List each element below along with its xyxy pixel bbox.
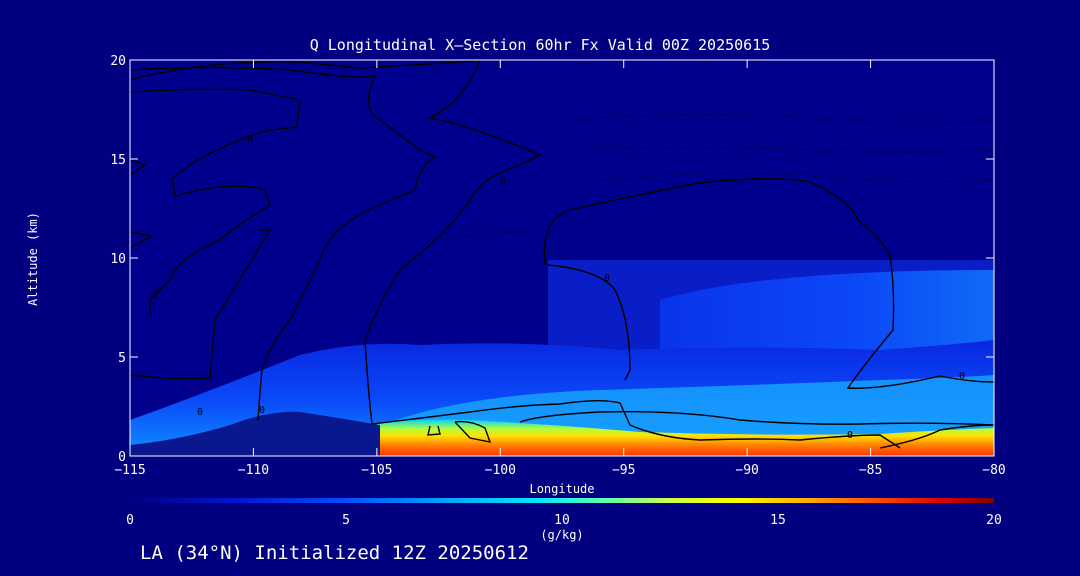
contour-line <box>879 424 994 449</box>
chart-title: Q Longitudinal X–Section 60hr Fx Valid 0… <box>309 36 771 54</box>
contour-label: 0 <box>847 430 853 441</box>
contour-label: 0 <box>959 371 965 382</box>
contour-label: 0 <box>604 273 610 284</box>
colorbar-tick-label: 5 <box>342 513 350 528</box>
contour-label: 0 <box>247 135 253 146</box>
contour-line <box>519 410 994 426</box>
y-tick-label: 15 <box>110 153 126 168</box>
colorbar-tick-label: 0 <box>126 513 134 528</box>
x-tick-label: −90 <box>735 463 758 478</box>
dashed-contour-line <box>559 147 994 153</box>
y-tick-label: 10 <box>110 252 126 267</box>
y-tick-label: 0 <box>118 450 126 465</box>
y-tick-label: 20 <box>110 54 126 69</box>
x-tick-label: −80 <box>982 463 1005 478</box>
contour-line <box>364 60 542 425</box>
contour-label: 0 <box>500 176 506 187</box>
contour-line <box>371 400 901 449</box>
contour-label-group: 0 0 0 0 0 0 0 0 <box>152 135 965 441</box>
contour-lines <box>130 60 994 449</box>
colorbar-tick-label: 10 <box>554 513 570 528</box>
contour-line <box>543 178 994 389</box>
contour-line <box>130 60 481 81</box>
x-tick-label: −95 <box>612 463 635 478</box>
contour-line <box>427 425 441 436</box>
colorbar-tick-label: 20 <box>986 513 1002 528</box>
contour-line <box>130 229 272 380</box>
x-tick-label: −115 <box>114 463 145 478</box>
terrain-profile <box>130 411 380 456</box>
contour-line <box>130 88 301 315</box>
x-tick-label: −100 <box>485 463 516 478</box>
x-axis: −115 −110 −105 −100 −95 −90 −85 −80 <box>114 60 1006 478</box>
contour-line <box>130 159 147 176</box>
x-tick-label: −110 <box>238 463 269 478</box>
dashed-contour-lines <box>439 113 994 241</box>
contour-line <box>547 264 631 381</box>
dashed-contour-line <box>599 172 994 183</box>
x-tick-label: −105 <box>361 463 392 478</box>
contour-label: 0 <box>152 289 158 300</box>
colorbar-unit: (g/kg) <box>540 528 584 542</box>
contour-line <box>454 420 492 443</box>
y-axis: 0 5 10 15 20 <box>110 54 994 465</box>
y-tick-label: 5 <box>118 351 126 366</box>
colorbar-axis: 0 5 10 15 20 <box>126 513 1002 528</box>
footer-initialization-text: LA (34°N) Initialized 12Z 20250612 <box>140 542 529 564</box>
high-moisture-layer <box>372 419 994 456</box>
colorbar-tick-label: 15 <box>770 513 786 528</box>
dashed-contour-line <box>439 231 561 241</box>
dashed-contour-line <box>559 113 994 123</box>
colorbar <box>130 498 994 503</box>
x-axis-title: Longitude <box>529 482 595 496</box>
contour-line <box>130 66 437 421</box>
contour-label: 0 <box>197 407 203 418</box>
x-tick-label: −85 <box>859 463 882 478</box>
contour-line <box>130 231 155 249</box>
contour-label: 0 <box>259 405 265 416</box>
